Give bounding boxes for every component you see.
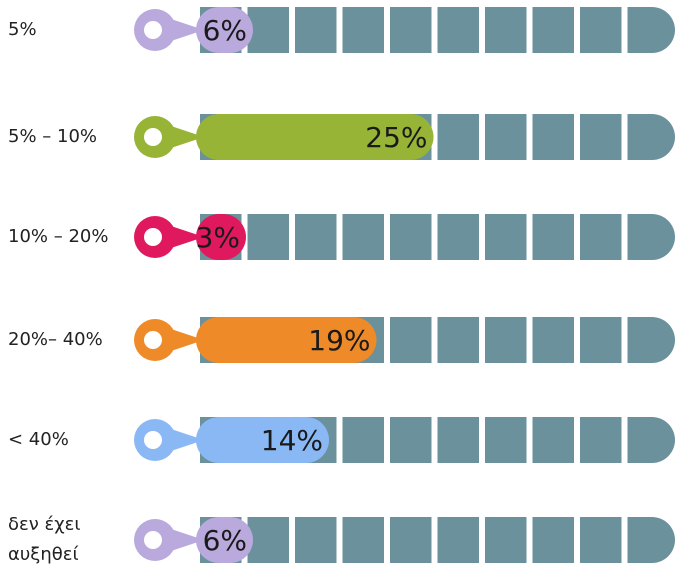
track-segment: [532, 214, 574, 260]
track-segment: [627, 317, 675, 363]
track-segment: [485, 114, 527, 160]
value-label: 3%: [196, 221, 240, 254]
track-segment: [390, 417, 432, 463]
track-segment: [295, 517, 337, 563]
track-segment: [532, 317, 574, 363]
track-segment: [627, 517, 675, 563]
bar: [196, 214, 246, 260]
pin-hole: [144, 228, 162, 246]
track-segment: [390, 7, 432, 53]
track-segment: [580, 7, 622, 53]
track-segment: [437, 317, 479, 363]
track-segment: [247, 517, 289, 563]
track-segment: [532, 114, 574, 160]
pin-hole: [144, 531, 162, 549]
track-segment: [532, 7, 574, 53]
category-label: 20%– 40%: [8, 329, 103, 350]
value-label: 14%: [261, 424, 323, 457]
track-segment: [580, 114, 622, 160]
track-segment: [485, 517, 527, 563]
track-segment: [390, 214, 432, 260]
track-segment: [247, 214, 289, 260]
track-segment: [485, 417, 527, 463]
pin-hole: [144, 128, 162, 146]
track-segment: [580, 214, 622, 260]
bar: [196, 317, 377, 363]
track-segment: [295, 7, 337, 53]
track-segment: [437, 517, 479, 563]
pin-hole: [144, 21, 162, 39]
value-label: 25%: [365, 121, 427, 154]
track-segment: [485, 317, 527, 363]
value-label: 6%: [203, 14, 247, 47]
track-segment: [342, 7, 384, 53]
category-label: 5% – 10%: [8, 126, 98, 147]
track-segment: [437, 214, 479, 260]
value-label: 6%: [203, 524, 247, 557]
track-segment: [485, 214, 527, 260]
track-segment: [627, 114, 675, 160]
track-segment: [342, 517, 384, 563]
track-segment: [437, 7, 479, 53]
track-segment: [485, 7, 527, 53]
track-segment: [295, 214, 337, 260]
value-label: 19%: [308, 324, 370, 357]
track-segment: [627, 417, 675, 463]
track-segment: [437, 417, 479, 463]
track-segment: [627, 214, 675, 260]
bar: [196, 114, 434, 160]
bar: [196, 517, 253, 563]
track-segment: [390, 517, 432, 563]
category-label: < 40%: [8, 429, 69, 450]
pin-hole: [144, 331, 162, 349]
track-segment: [532, 417, 574, 463]
track-segment: [580, 417, 622, 463]
category-label: δεν έχει αυξηθεί: [8, 514, 81, 565]
track-segment: [580, 317, 622, 363]
track-segment: [532, 517, 574, 563]
category-label: 5%: [8, 19, 37, 40]
track-segment: [390, 317, 432, 363]
pin-hole: [144, 431, 162, 449]
category-label: 10% – 20%: [8, 226, 109, 247]
track-segment: [342, 417, 384, 463]
bar: [196, 7, 253, 53]
track-segment: [437, 114, 479, 160]
track-segment: [627, 7, 675, 53]
track-segment: [247, 7, 289, 53]
track-segment: [580, 517, 622, 563]
bar: [196, 417, 329, 463]
track-segment: [342, 214, 384, 260]
